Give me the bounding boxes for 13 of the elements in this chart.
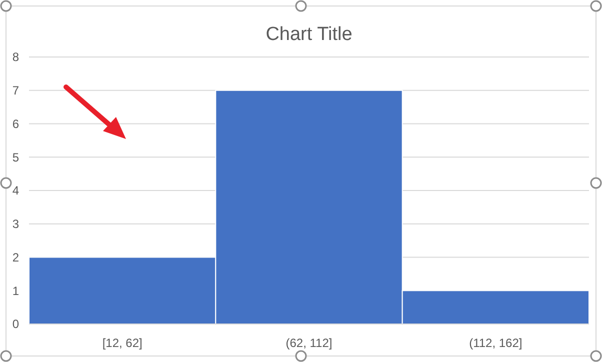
y-tick-label: 3 bbox=[12, 217, 20, 232]
x-tick-label: (112, 162] bbox=[469, 336, 522, 350]
y-tick-label: 1 bbox=[12, 284, 20, 298]
y-tick-label: 0 bbox=[12, 317, 20, 332]
y-tick-label: 5 bbox=[12, 150, 20, 164]
y-tick-label: 7 bbox=[12, 84, 20, 98]
y-tick-label: 4 bbox=[12, 184, 20, 198]
x-tick-label: (62, 112] bbox=[286, 336, 332, 350]
y-tick-label: 8 bbox=[12, 50, 20, 64]
y-tick-label: 6 bbox=[12, 116, 20, 131]
y-tick-label: 2 bbox=[12, 250, 20, 264]
chart-title: Chart Title bbox=[266, 24, 352, 45]
x-tick-label: [12, 62] bbox=[102, 336, 142, 350]
